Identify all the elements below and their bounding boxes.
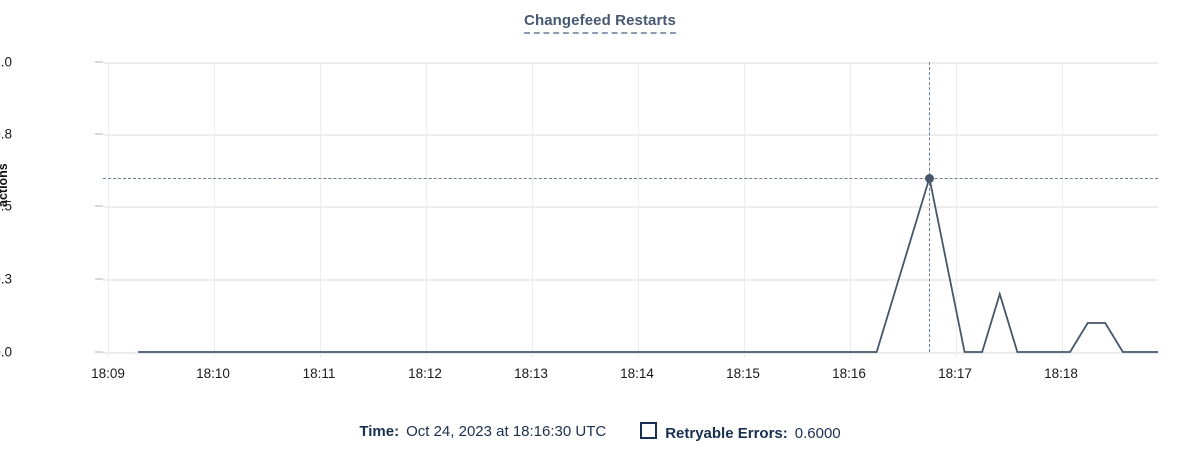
gridline-y-3 bbox=[103, 206, 1158, 208]
footer-time-value: Oct 24, 2023 at 18:16:30 UTC bbox=[406, 423, 607, 440]
chart-footer-legend: Time: Oct 24, 2023 at 18:16:30 UTC Retry… bbox=[0, 421, 1200, 442]
y-tick-label-4: 0.3 bbox=[0, 271, 12, 287]
y-tick-mark-4 bbox=[95, 278, 103, 280]
gridline-x-7 bbox=[744, 62, 745, 358]
x-tick-label-10: 18:18 bbox=[1044, 366, 1078, 381]
gridline-y-4 bbox=[103, 279, 1158, 281]
gridline-x-1 bbox=[108, 62, 109, 358]
gridline-y-2 bbox=[103, 134, 1158, 136]
x-tick-label-3: 18:11 bbox=[302, 366, 336, 381]
y-tick-mark-5 bbox=[95, 351, 103, 353]
crosshair-vertical bbox=[929, 62, 931, 352]
gridline-x-9 bbox=[956, 62, 957, 358]
series-retryable-errors bbox=[138, 177, 1158, 353]
chart-title-text: Changefeed Restarts bbox=[524, 12, 676, 34]
x-tick-label-8: 18:16 bbox=[832, 366, 866, 381]
y-tick-mark-2 bbox=[95, 133, 103, 135]
footer-series-value: 0.6000 bbox=[794, 425, 841, 442]
footer-series-key: Retryable Errors: bbox=[665, 425, 788, 442]
y-tick-label-5: 0.0 bbox=[0, 344, 12, 360]
gridline-x-5 bbox=[532, 62, 533, 358]
gridline-x-10 bbox=[1062, 62, 1063, 358]
x-tick-label-1: 18:09 bbox=[91, 366, 125, 381]
x-tick-label-2: 18:10 bbox=[196, 366, 230, 381]
y-tick-mark-3 bbox=[95, 205, 103, 207]
gridline-x-6 bbox=[638, 62, 639, 358]
x-tick-label-9: 18:17 bbox=[938, 366, 972, 381]
y-tick-label-3: 0.5 bbox=[0, 198, 12, 214]
gridline-x-8 bbox=[850, 62, 851, 358]
y-tick-mark-1 bbox=[95, 61, 103, 63]
x-tick-label-6: 18:14 bbox=[620, 366, 654, 381]
legend-swatch-icon[interactable] bbox=[640, 422, 658, 439]
chart-title: Changefeed Restarts bbox=[0, 12, 1200, 34]
series-line-retryable-errors bbox=[138, 177, 1158, 353]
crosshair-horizontal bbox=[103, 178, 1158, 179]
hover-point-marker[interactable] bbox=[924, 173, 934, 183]
plot-area[interactable] bbox=[103, 62, 1158, 358]
x-tick-label-5: 18:13 bbox=[514, 366, 548, 381]
y-tick-label-1: 1.0 bbox=[0, 54, 12, 70]
footer-time-group: Time: Oct 24, 2023 at 18:16:30 UTC bbox=[359, 423, 606, 440]
gridline-y-1 bbox=[103, 62, 1158, 64]
gridline-y-5 bbox=[103, 352, 1158, 354]
footer-series-group[interactable]: Retryable Errors: 0.6000 bbox=[640, 421, 841, 442]
gridline-x-4 bbox=[426, 62, 427, 358]
x-tick-label-7: 18:15 bbox=[726, 366, 760, 381]
gridline-x-3 bbox=[320, 62, 321, 358]
x-tick-label-4: 18:12 bbox=[408, 366, 442, 381]
y-tick-label-2: 0.8 bbox=[0, 126, 12, 142]
gridline-x-2 bbox=[214, 62, 215, 358]
footer-time-key: Time: bbox=[359, 423, 400, 440]
